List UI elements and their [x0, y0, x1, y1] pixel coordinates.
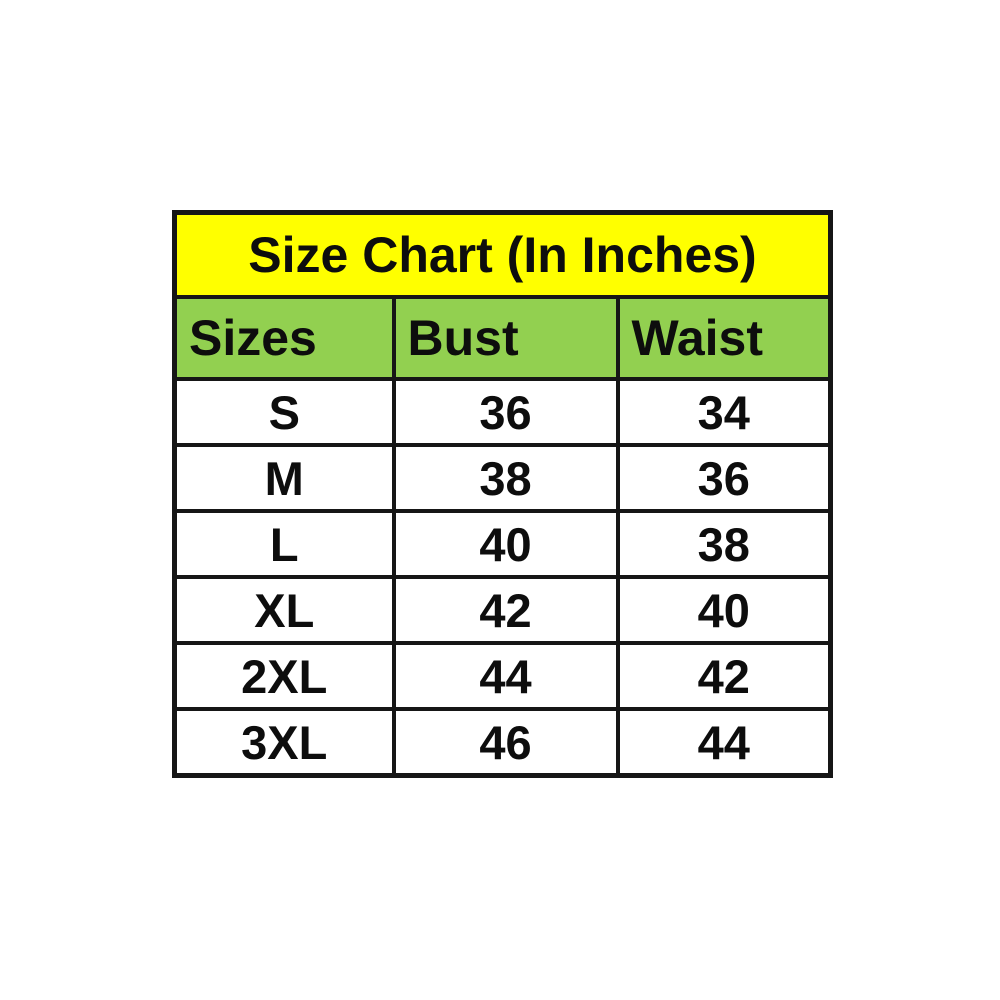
bust-value: 40 [391, 509, 620, 579]
table-row-xl: XL 42 40 [172, 575, 833, 645]
waist-value: 36 [615, 443, 833, 513]
column-header-sizes: Sizes [172, 295, 396, 381]
table-row-m: M 38 36 [172, 443, 833, 513]
waist-value: 34 [615, 377, 833, 447]
waist-value: 42 [615, 641, 833, 711]
waist-value: 40 [615, 575, 833, 645]
bust-value: 36 [391, 377, 620, 447]
table-row-s: S 36 34 [172, 377, 833, 447]
header-row: Sizes Bust Waist [172, 295, 833, 381]
column-header-bust: Bust [391, 295, 620, 381]
size-value: 3XL [172, 707, 396, 778]
waist-value: 38 [615, 509, 833, 579]
size-value: M [172, 443, 396, 513]
bust-value: 46 [391, 707, 620, 778]
title-row: Size Chart (In Inches) [172, 210, 833, 299]
waist-value: 44 [615, 707, 833, 778]
size-value: 2XL [172, 641, 396, 711]
size-value: XL [172, 575, 396, 645]
bust-value: 44 [391, 641, 620, 711]
size-value: S [172, 377, 396, 447]
table-row-3xl: 3XL 46 44 [172, 707, 833, 778]
chart-title: Size Chart (In Inches) [172, 210, 833, 299]
column-header-waist: Waist [615, 295, 833, 381]
table-row-l: L 40 38 [172, 509, 833, 579]
table-row-2xl: 2XL 44 42 [172, 641, 833, 711]
size-chart-table: Size Chart (In Inches) Sizes Bust Waist … [172, 210, 833, 778]
size-value: L [172, 509, 396, 579]
bust-value: 42 [391, 575, 620, 645]
bust-value: 38 [391, 443, 620, 513]
